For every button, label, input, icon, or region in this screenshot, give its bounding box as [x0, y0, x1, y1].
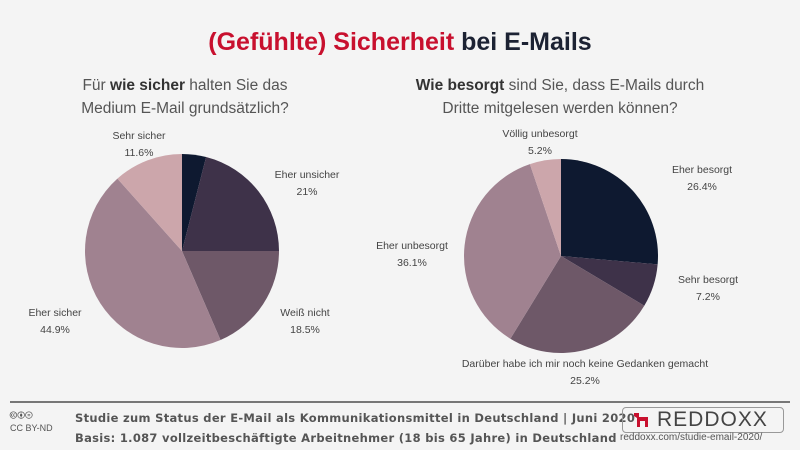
label-sehr-besorgt: Sehr besorgt 7.2%: [677, 274, 739, 303]
brand-name: REDDOXX: [657, 408, 768, 431]
footer-text: Studie zum Status der E-Mail als Kommuni…: [75, 408, 635, 448]
pie-charts: [85, 154, 658, 353]
pie-slice-sehr-sicher: [117, 154, 182, 251]
pie-slice-völlig-unbesorgt: [529, 159, 561, 256]
footer-line-1: Studie zum Status der E-Mail als Kommuni…: [75, 411, 636, 425]
footer-divider: [10, 401, 790, 403]
label-eher-besorgt: Eher besorgt 26.4%: [671, 164, 733, 193]
label-keine-gedanken: Darüber habe ich mir noch keine Gedanken…: [461, 358, 709, 387]
label-eher-sicher: Eher sicher 44.9%: [28, 307, 82, 336]
footer-url[interactable]: reddoxx.com/studie-email-2020/: [620, 432, 763, 443]
right-pie: [463, 159, 658, 353]
license-text: CC BY-ND: [10, 423, 53, 433]
left-pie: [85, 154, 279, 348]
q-pre: Für: [82, 77, 111, 94]
label-sehr-sicher: Sehr sicher 11.6%: [112, 130, 166, 159]
footer-line-2: Basis: 1.087 vollzeitbeschäftigte Arbeit…: [75, 431, 617, 445]
license: 🅭🅯⊜ CC BY-ND: [10, 410, 53, 433]
dog-icon: [634, 413, 648, 427]
q-bold: Wie besorgt: [415, 77, 505, 94]
pie-slice-eher-sicher: [85, 178, 221, 348]
left-question: Für wie sicher halten Sie das Medium E-M…: [60, 74, 310, 120]
pie-slice-eher-besorgt: [561, 159, 658, 265]
q-post: sind Sie, dass E-Mails durch Dritte mitg…: [442, 77, 705, 117]
q-post: halten Sie das Medium E-Mail grundsätzli…: [81, 77, 289, 117]
q-bold: wie sicher: [110, 77, 185, 94]
pie-slice-eher-unbesorgt: [463, 164, 561, 339]
pie-slice-weiß-nicht: [182, 251, 279, 341]
label-weiss-nicht: Weiß nicht 18.5%: [280, 307, 330, 336]
pie-slice-darüber-habe-ich-mir-noch-keine-gedanken-gemacht: [510, 256, 645, 353]
chart-title: (Gefühlte) Sicherheit bei E-Mails: [0, 28, 800, 57]
pie-slice-sehr-besorgt: [561, 256, 658, 306]
title-red: (Gefühlte) Sicherheit: [208, 28, 455, 56]
cc-icon: 🅭🅯⊜: [10, 410, 34, 422]
pie-slice-eher-unsicher: [182, 157, 279, 251]
label-voellig-unbesorgt: Völlig unbesorgt 5.2%: [502, 128, 578, 157]
pie-slice-unlabeled: [182, 154, 207, 251]
label-eher-unbesorgt: Eher unbesorgt 36.1%: [376, 240, 448, 269]
reddoxx-logo: REDDOXX: [622, 407, 784, 433]
label-eher-unsicher: Eher unsicher 21%: [274, 169, 340, 198]
right-question: Wie besorgt sind Sie, dass E-Mails durch…: [405, 74, 715, 120]
title-dark: bei E-Mails: [461, 28, 592, 56]
